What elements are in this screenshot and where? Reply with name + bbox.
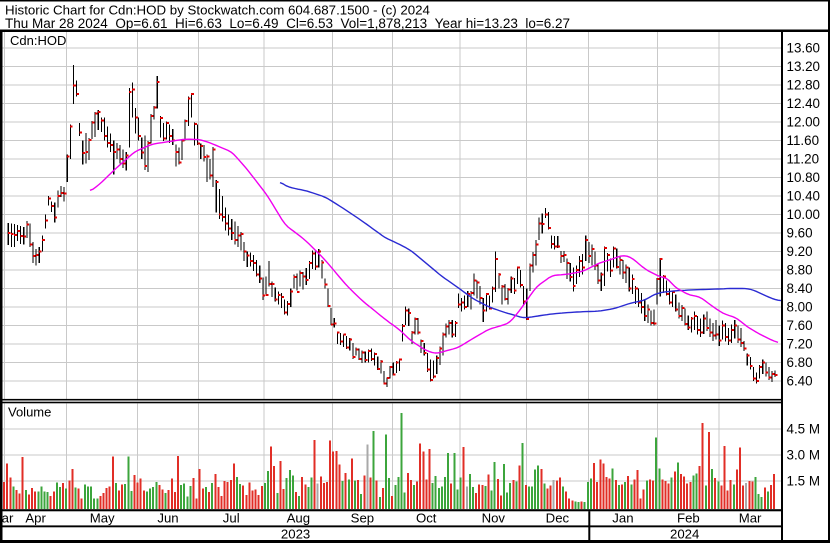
svg-text:11.20: 11.20: [787, 152, 820, 167]
svg-text:1.5 M: 1.5 M: [787, 473, 821, 488]
svg-text:12.80: 12.80: [787, 78, 821, 93]
svg-text:7.20: 7.20: [787, 337, 813, 352]
svg-text:Historic Chart for Cdn:HOD by: Historic Chart for Cdn:HOD by Stockwatch…: [5, 3, 430, 18]
svg-text:Dec: Dec: [546, 511, 570, 526]
svg-text:Mar: Mar: [0, 511, 14, 526]
svg-text:Aug: Aug: [287, 511, 310, 526]
svg-text:Mar: Mar: [739, 511, 762, 526]
svg-text:Apr: Apr: [25, 511, 46, 526]
svg-text:9.20: 9.20: [787, 244, 813, 259]
svg-text:7.60: 7.60: [787, 318, 813, 333]
svg-text:9.60: 9.60: [787, 226, 813, 241]
svg-text:Nov: Nov: [482, 511, 506, 526]
svg-text:10.40: 10.40: [787, 189, 821, 204]
svg-text:10.80: 10.80: [787, 170, 821, 185]
svg-text:Jan: Jan: [612, 511, 633, 526]
svg-text:May: May: [90, 511, 115, 526]
svg-text:Jun: Jun: [157, 511, 178, 526]
svg-text:8.40: 8.40: [787, 281, 813, 296]
svg-text:Cdn:HOD: Cdn:HOD: [10, 33, 66, 48]
svg-text:Volume: Volume: [8, 405, 51, 420]
svg-text:8.80: 8.80: [787, 263, 813, 278]
svg-text:3.0 M: 3.0 M: [787, 447, 821, 462]
svg-text:6.40: 6.40: [787, 374, 813, 389]
svg-text:12.00: 12.00: [787, 115, 821, 130]
svg-text:13.60: 13.60: [787, 41, 821, 56]
svg-text:8.00: 8.00: [787, 300, 813, 315]
svg-text:Thu Mar 28 2024 Op=6.61 Hi=6: Thu Mar 28 2024 Op=6.61 Hi=6.63 Lo=6.49 …: [5, 16, 570, 31]
svg-text:Jul: Jul: [223, 511, 240, 526]
svg-text:12.40: 12.40: [787, 96, 821, 111]
svg-text:2023: 2023: [281, 526, 310, 541]
svg-text:6.80: 6.80: [787, 355, 813, 370]
svg-text:10.00: 10.00: [787, 207, 821, 222]
svg-text:11.60: 11.60: [787, 133, 820, 148]
svg-text:Feb: Feb: [677, 511, 700, 526]
svg-text:4.5 M: 4.5 M: [787, 421, 821, 436]
svg-text:Sep: Sep: [351, 511, 374, 526]
svg-text:Oct: Oct: [416, 511, 437, 526]
svg-text:2024: 2024: [670, 526, 699, 541]
svg-text:13.20: 13.20: [787, 59, 821, 74]
